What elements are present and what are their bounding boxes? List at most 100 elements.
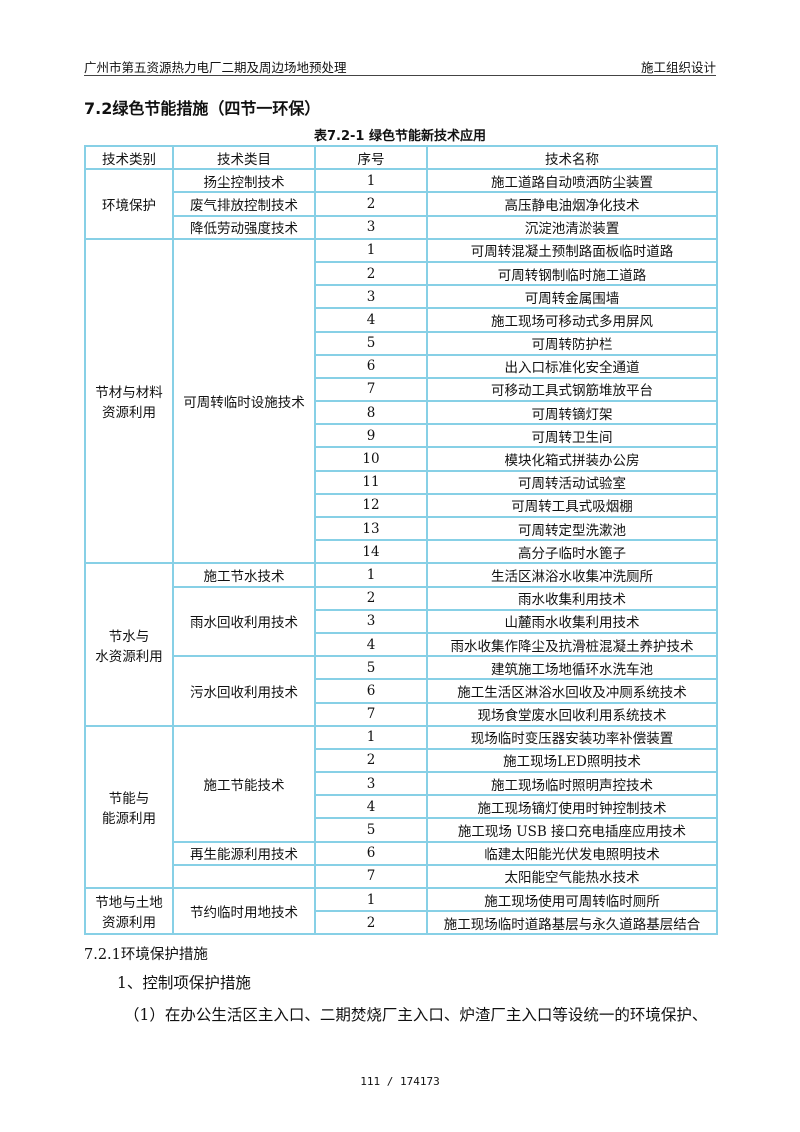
tech-name-cell: 施工现场镝灯使用时钟控制技术: [426, 794, 718, 820]
item-heading: 1、控制项保护措施: [117, 974, 251, 992]
tech-name-cell: 施工生活区淋浴水回收及冲厕系统技术: [426, 678, 718, 704]
number-cell: 6: [314, 678, 428, 704]
number-cell: 3: [314, 284, 428, 310]
tech-name-cell: 雨水收集利用技术: [426, 585, 718, 611]
number-cell: 5: [314, 330, 428, 356]
table-row: 5 施工现场 USB 接口充电插座应用技术: [85, 817, 718, 843]
tech-name-cell: 高分子临时水篦子: [426, 539, 718, 565]
category-cell: 节材与材料 资源利用: [84, 237, 174, 565]
table-row: 12 可周转工具式吸烟棚: [85, 492, 718, 519]
table-row: 环境保护 扬尘控制技术 1 施工道路自动喷洒防尘装置: [84, 168, 718, 240]
subcategory-cell: 污水回收利用技术: [172, 655, 316, 727]
tech-name-cell: 出入口标准化安全通道: [426, 353, 718, 379]
subsection-title: 7.2.1环境保护措施: [84, 947, 208, 963]
number-cell: 5: [314, 655, 428, 681]
number-cell: 3: [314, 608, 428, 634]
number-cell: 6: [314, 353, 428, 379]
tech-name-cell: 可周转金属围墙: [426, 284, 718, 310]
subcategory-cell: 扬尘控制技术: [172, 168, 316, 194]
number-cell: 1: [314, 562, 428, 588]
table-row: 废气排放控制技术 2 高压静电油烟净化技术: [85, 191, 718, 217]
table-row: 9 可周转卫生间: [85, 423, 718, 449]
number-cell: 10: [314, 446, 428, 472]
tech-name-cell: 建筑施工场地循环水洗车池: [426, 655, 718, 681]
page-header: 广州市第五资源热力电厂二期及周边场地预处理 施工组织设计: [84, 57, 716, 75]
body-paragraph: （1）在办公生活区主入口、二期焚烧厂主入口、炉渣厂主入口等设统一的环境保护、: [124, 1006, 708, 1024]
category-cell: 节能与 能源利用: [84, 724, 174, 890]
tech-name-cell: 施工现场 USB 接口充电插座应用技术: [426, 817, 718, 843]
number-cell: 1: [314, 237, 428, 263]
table-row: 3 施工现场临时照明声控技术: [85, 771, 718, 797]
table-row: 4 施工现场镝灯使用时钟控制技术: [85, 794, 718, 820]
number-cell: 13: [314, 515, 428, 542]
number-cell: 2: [314, 910, 428, 936]
number-cell: 2: [314, 191, 428, 217]
table-row: 2 施工现场LED照明技术: [85, 747, 718, 774]
tech-name-cell: 可周转镝灯架: [426, 400, 718, 426]
table-row: 14 高分子临时水篦子: [85, 539, 718, 565]
tech-name-cell: 生活区淋浴水收集冲洗厕所: [426, 562, 718, 588]
number-cell: 11: [314, 469, 428, 495]
table-row: 2 施工现场临时道路基层与永久道路基层结合: [85, 910, 718, 936]
tech-name-cell: 高压静电油烟净化技术: [426, 191, 718, 217]
tech-name-cell: 山麓雨水收集利用技术: [426, 608, 718, 634]
header-project-title: 广州市第五资源热力电厂二期及周边场地预处理: [84, 60, 347, 75]
table-row: 节能与 能源利用 施工节能技术 1 现场临时变压器安装功率补偿装置: [84, 724, 718, 890]
number-cell: 8: [314, 400, 428, 426]
number-cell: 7: [314, 863, 428, 890]
category-cell: 环境保护: [84, 168, 174, 240]
subcategory-cell: 施工节能技术: [172, 724, 316, 843]
tech-name-cell: 可移动工具式钢筋堆放平台: [426, 376, 718, 403]
table-row: 4 雨水收集作降尘及抗滑桩混凝土养护技术: [85, 631, 718, 658]
table-row: 10 模块化箱式拼装办公房: [85, 446, 718, 472]
green-tech-table: 技术类别 技术类目 序号 技术名称 环境保护 扬尘控制技术 1 施工道路自动喷洒…: [84, 144, 718, 936]
number-cell: 4: [314, 794, 428, 820]
tech-name-cell: 现场食堂废水回收利用系统技术: [426, 701, 718, 727]
header-doc-type: 施工组织设计: [640, 60, 716, 75]
table-row: 3 可周转金属围墙: [85, 284, 718, 310]
header-category: 技术类别: [84, 144, 174, 171]
table-row: 8 可周转镝灯架: [85, 400, 718, 426]
table-row: 污水回收利用技术 5 建筑施工场地循环水洗车池: [85, 655, 718, 727]
table-row: 3 山麓雨水收集利用技术: [85, 608, 718, 634]
number-cell: 3: [314, 214, 428, 240]
number-cell: 9: [314, 423, 428, 449]
subcategory-cell: 节约临时用地技术: [172, 886, 316, 936]
subcategory-cell: 可周转临时设施技术: [172, 237, 316, 565]
tech-name-cell: 施工现场临时照明声控技术: [426, 771, 718, 797]
number-cell: 1: [314, 886, 428, 913]
subcategory-cell: 再生能源利用技术: [172, 840, 316, 866]
number-cell: 1: [314, 168, 428, 194]
number-cell: 12: [314, 492, 428, 519]
number-cell: 4: [314, 631, 428, 658]
tech-name-cell: 施工现场可移动式多用屏风: [426, 307, 718, 333]
table-row: 7 现场食堂废水回收利用系统技术: [85, 701, 718, 727]
tech-name-cell: 可周转混凝土预制路面板临时道路: [426, 237, 718, 263]
table-row: 雨水回收利用技术 2 雨水收集利用技术: [85, 585, 718, 658]
tech-name-cell: 施工现场LED照明技术: [426, 747, 718, 774]
table-row: 5 可周转防护栏: [85, 330, 718, 356]
table-row: 7 太阳能空气能热水技术: [85, 863, 718, 890]
tech-name-cell: 太阳能空气能热水技术: [426, 863, 718, 890]
tech-name-cell: 可周转卫生间: [426, 423, 718, 449]
number-cell: 3: [314, 771, 428, 797]
subcategory-cell: 废气排放控制技术: [172, 191, 316, 217]
subcategory-cell: 施工节水技术: [172, 562, 316, 588]
number-cell: 2: [314, 260, 428, 287]
number-cell: 1: [314, 724, 428, 750]
subcategory-cell: 降低劳动强度技术: [172, 214, 316, 240]
header-subcategory: 技术类目: [172, 144, 316, 171]
header-tech-name: 技术名称: [426, 144, 718, 171]
subcategory-cell: 雨水回收利用技术: [172, 585, 316, 658]
table-row: 降低劳动强度技术 3 沉淀池清淤装置: [85, 214, 718, 240]
table-row: 6 出入口标准化安全通道: [85, 353, 718, 379]
tech-name-cell: 可周转钢制临时施工道路: [426, 260, 718, 287]
tech-name-cell: 施工现场临时道路基层与永久道路基层结合: [426, 910, 718, 936]
category-cell: 节地与土地 资源利用: [84, 886, 174, 936]
table-row: 2 可周转钢制临时施工道路: [85, 260, 718, 287]
tech-name-cell: 现场临时变压器安装功率补偿装置: [426, 724, 718, 750]
tech-name-cell: 可周转防护栏: [426, 330, 718, 356]
tech-name-cell: 施工道路自动喷洒防尘装置: [426, 168, 718, 194]
table-row: 再生能源利用技术 6 临建太阳能光伏发电照明技术: [85, 840, 718, 866]
table-row: 11 可周转活动试验室: [85, 469, 718, 495]
